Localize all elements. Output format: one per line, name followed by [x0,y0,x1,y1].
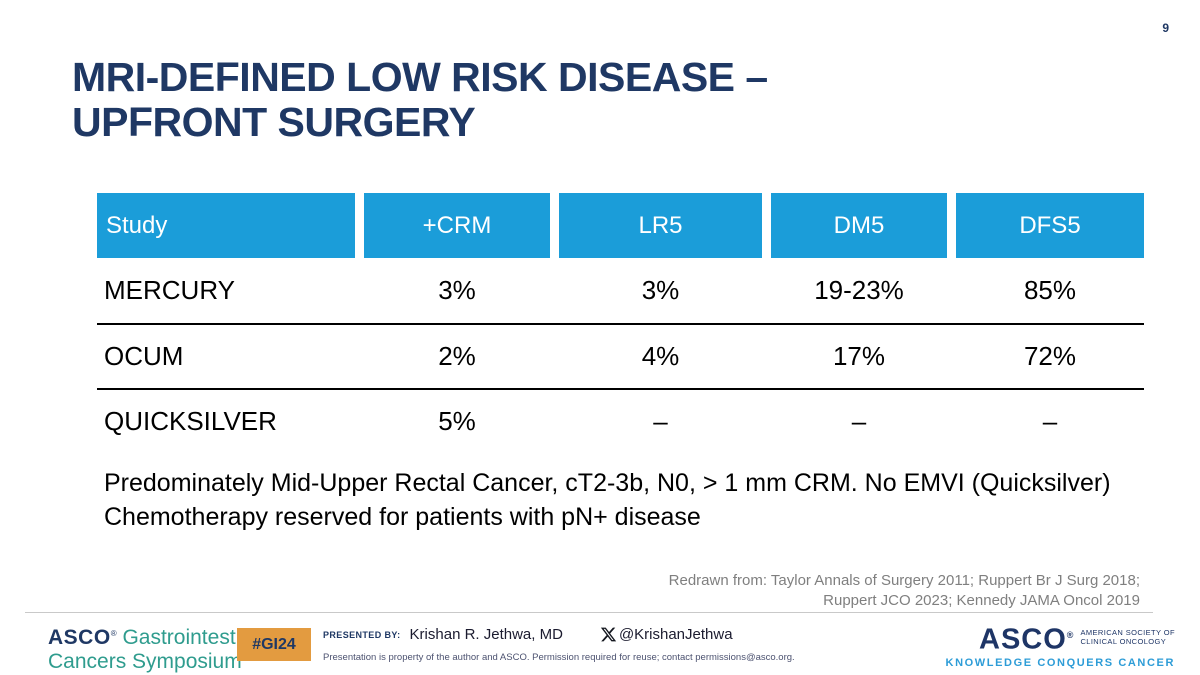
society-name-line2: CLINICAL ONCOLOGY [1080,637,1167,647]
x-twitter-icon [600,627,617,642]
page-number: 9 [1162,21,1169,35]
table-header-cell-study: Study [97,193,355,258]
permission-disclaimer: Presentation is property of the author a… [323,652,795,663]
asco-tagline: KNOWLEDGE CONQUERS CANCER [945,656,1175,669]
gi-symposium-logo: ASCO® Gastrointestinal Cancers Symposium [48,622,268,674]
table-cell: 17% [832,341,886,371]
study-notes: Predominately Mid-Upper Rectal Cancer, c… [104,466,1111,534]
table-cell: 3% [641,275,680,305]
event-name-line2: Cancers Symposium [48,650,242,673]
slide-title-line2: UPFRONT SURGERY [72,99,476,145]
asco-wordmark: ASCO [48,626,111,649]
citation-line1: Redrawn from: Taylor Annals of Surgery 2… [668,572,1140,589]
table-cell: QUICKSILVER [104,406,277,436]
asco-wordmark: ASCO [979,623,1067,656]
table-cell: MERCURY [104,275,235,305]
table-cell: – [1042,406,1058,436]
slide-title: MRI-DEFINED LOW RISK DISEASE – UPFRONT S… [72,55,768,145]
presented-by-block: PRESENTED BY: Krishan R. Jethwa, MD @Kri… [323,626,733,643]
society-name-line1: AMERICAN SOCIETY OF [1080,627,1175,637]
citation-line2: Ruppert JCO 2023; Kennedy JAMA Oncol 201… [823,592,1140,609]
table-header-cell-crm: +CRM [364,193,550,258]
footer-divider [25,612,1153,613]
results-table: Study +CRM LR5 DM5 DFS5 MERCURY 3% 3% 19… [97,193,1144,453]
table-cell: 19-23% [814,275,904,305]
twitter-handle: @KrishanJethwa [618,626,733,643]
table-header-cell-lr5: LR5 [559,193,762,258]
asco-society-logo: ASCO® AMERICAN SOCIETY OF CLINICAL ONCOL… [946,621,1175,669]
hashtag-badge: #GI24 [237,628,311,661]
study-notes-line2: Chemotherapy reserved for patients with … [104,503,701,531]
table-cell: 85% [1023,275,1077,305]
registered-mark: ® [110,629,117,638]
presented-by-label: PRESENTED BY: [323,629,401,640]
registered-mark: ® [1066,630,1074,640]
table-row-quicksilver: QUICKSILVER 5% – – – [97,388,1144,453]
presenter-name: Krishan R. Jethwa, MD [409,626,563,643]
slide-title-line1: MRI-DEFINED LOW RISK DISEASE – [72,54,768,100]
table-header-cell-dfs5: DFS5 [956,193,1144,258]
table-cell: 72% [1023,341,1077,371]
table-cell: 4% [641,341,680,371]
table-cell: 3% [438,275,476,305]
table-cell: OCUM [104,341,184,371]
table-row-ocum: OCUM 2% 4% 17% 72% [97,323,1144,388]
table-cell: 2% [438,341,476,371]
table-header-row: Study +CRM LR5 DM5 DFS5 [97,193,1144,258]
event-name-line1: Gastrointestinal [122,626,269,649]
citation: Redrawn from: Taylor Annals of Surgery 2… [669,571,1140,611]
table-header-cell-dm5: DM5 [771,193,947,258]
table-cell: 5% [438,406,476,436]
table-row-mercury: MERCURY 3% 3% 19-23% 85% [97,258,1144,323]
table-cell: – [851,406,867,436]
study-notes-line1: Predominately Mid-Upper Rectal Cancer, c… [104,469,1111,497]
table-cell: – [653,406,668,436]
